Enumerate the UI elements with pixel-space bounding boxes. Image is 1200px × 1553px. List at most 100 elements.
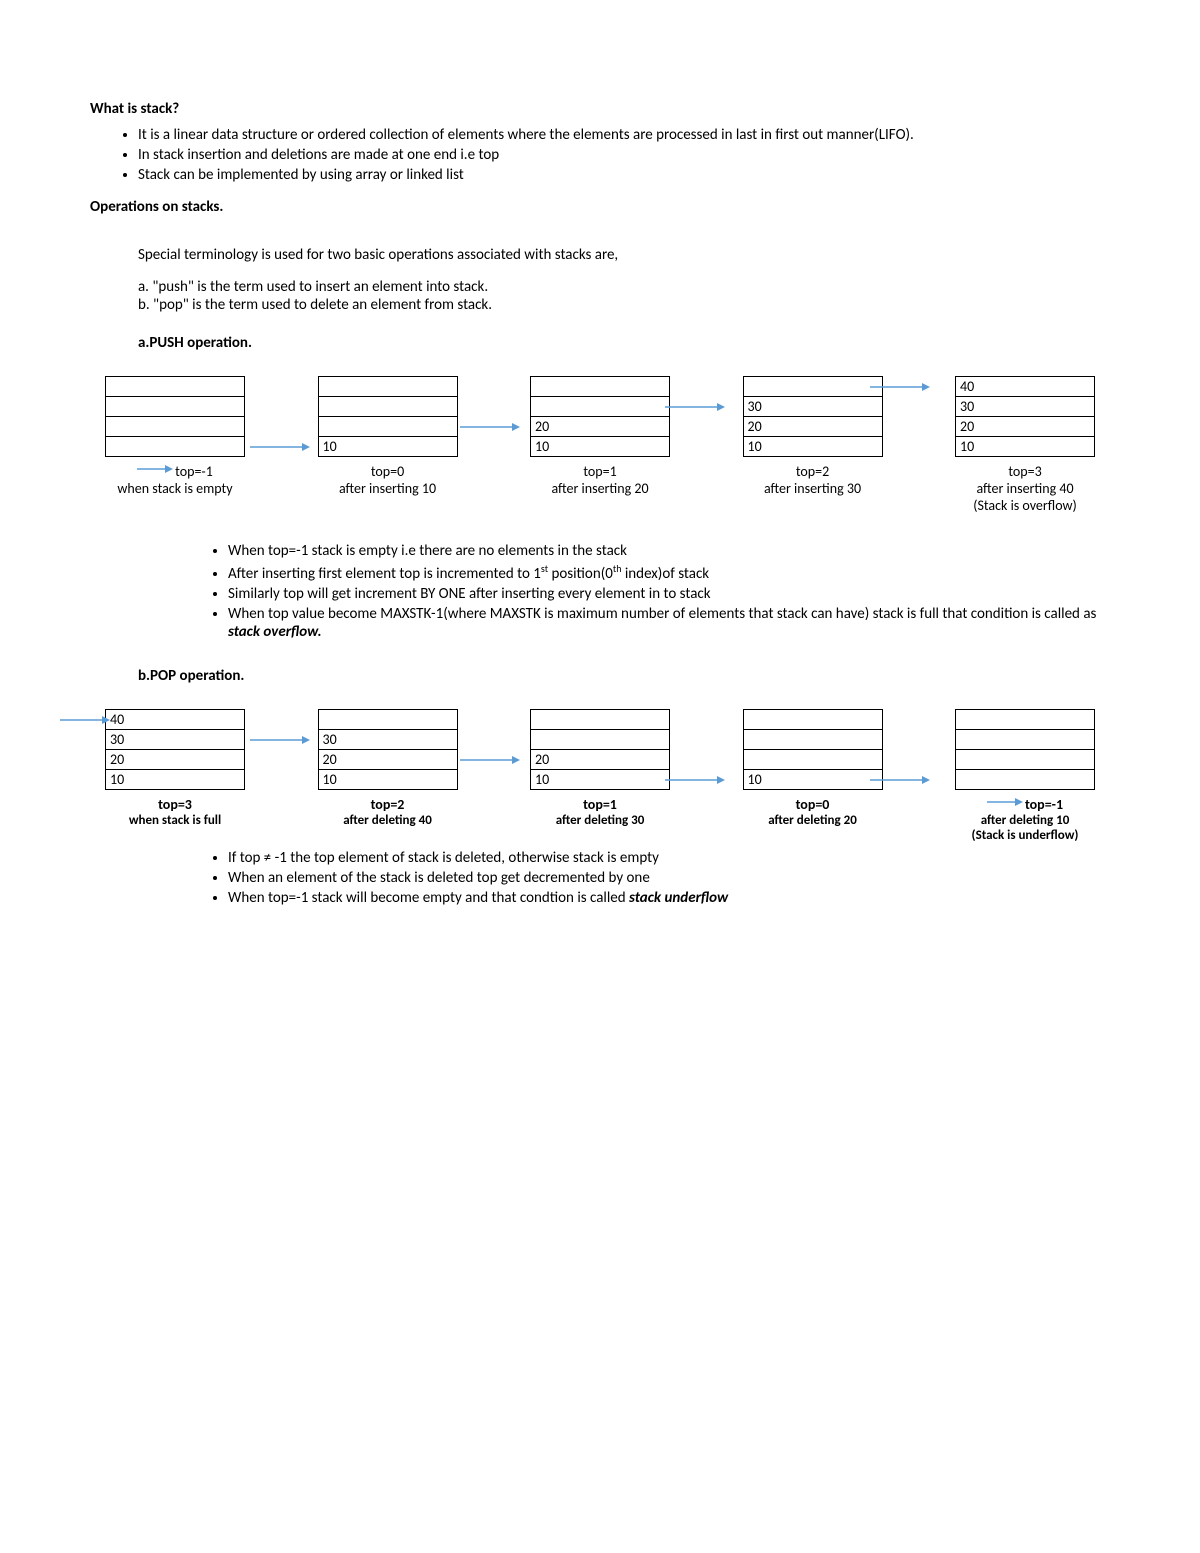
stack-box (105, 376, 245, 457)
stack-top-caption-wrap: top=-1 (987, 794, 1063, 813)
push-note: When top value become MAXSTK-1(where MAX… (228, 605, 1110, 641)
stack-top-label: top=-1 (1025, 796, 1063, 813)
pop-diagram-row: 40302010top=3when stack is full302010top… (90, 709, 1110, 843)
stack-cell (318, 397, 457, 417)
stack-cell (531, 730, 670, 750)
stack-cell: 10 (743, 437, 882, 457)
stack-cell: 20 (531, 417, 670, 437)
stack-extra-caption: (Stack is overflow) (973, 497, 1077, 514)
stack-cell (743, 750, 882, 770)
stack-top-label: top=0 (371, 463, 404, 480)
stack-top-label: top=0 (796, 796, 830, 813)
stack-cell (743, 377, 882, 397)
stack-box: 10 (318, 376, 458, 457)
stack-cell (531, 710, 670, 730)
push-diagram-row: top=-1when stack is empty10top=0after in… (90, 376, 1110, 514)
stack-top-caption-wrap: top=1 (583, 461, 616, 480)
stack-box: 40302010 (105, 709, 245, 790)
push-note: Similarly top will get increment BY ONE … (228, 585, 1110, 603)
stack-cell: 30 (318, 730, 457, 750)
stack-caption: after inserting 30 (764, 480, 861, 497)
stack-cell (956, 770, 1095, 790)
stack-cell: 10 (531, 770, 670, 790)
heading-operations: Operations on stacks. (90, 198, 1110, 216)
stack-cell: 30 (106, 730, 245, 750)
stack-cell (531, 397, 670, 417)
stack-top-caption-wrap: top=3 (1008, 461, 1041, 480)
stack-cell: 10 (318, 770, 457, 790)
push-note: After inserting first element top is inc… (228, 562, 1110, 583)
heading-what-is-stack: What is stack? (90, 100, 1110, 118)
stack-caption: after inserting 10 (339, 480, 436, 497)
stack-top-label: top=1 (583, 796, 617, 813)
ops-push-def: a. "push" is the term used to insert an … (138, 278, 1110, 296)
intro-bullet: It is a linear data structure or ordered… (138, 126, 1110, 144)
push-note: When top=-1 stack is empty i.e there are… (228, 542, 1110, 560)
pop-note: When top=-1 stack will become empty and … (228, 889, 1110, 907)
stack-cell (956, 750, 1095, 770)
stack-cell (106, 417, 245, 437)
stack-cell (956, 710, 1095, 730)
stack-caption: after inserting 40 (976, 480, 1073, 497)
stack-top-caption-wrap: top=0 (796, 794, 830, 813)
stack-box: 2010 (530, 376, 670, 457)
ops-pop-def: b. "pop" is the term used to delete an e… (138, 296, 1110, 314)
stack-column: 2010 top=1after deleting 30 (515, 709, 685, 828)
stack-cell: 30 (956, 397, 1095, 417)
intro-bullet: Stack can be implemented by using array … (138, 166, 1110, 184)
stack-cell (318, 377, 457, 397)
arrow-icon (137, 462, 173, 480)
stack-cell (743, 730, 882, 750)
stack-top-caption-wrap: top=3 (158, 794, 192, 813)
stack-cell (106, 437, 245, 457)
stack-caption: after deleting 30 (556, 813, 645, 828)
stack-cell: 10 (531, 437, 670, 457)
stack-caption: when stack is empty (117, 480, 232, 497)
stack-caption: after deleting 20 (768, 813, 857, 828)
pop-note: When an element of the stack is deleted … (228, 869, 1110, 887)
stack-cell: 10 (318, 437, 457, 457)
stack-caption: when stack is full (129, 813, 221, 828)
stack-caption: after deleting 40 (343, 813, 432, 828)
stack-column: 302010 top=2after deleting 40 (303, 709, 473, 828)
stack-box: 302010 (743, 376, 883, 457)
stack-cell: 20 (318, 750, 457, 770)
stack-top-caption-wrap: top=-1 (137, 461, 213, 480)
stack-cell (106, 397, 245, 417)
stack-top-caption-wrap: top=1 (583, 794, 617, 813)
stack-cell: 20 (531, 750, 670, 770)
push-heading: a.PUSH operation. (138, 334, 1110, 352)
pop-notes: If top ≠ -1 the top element of stack is … (210, 849, 1110, 907)
stack-column: top=-1when stack is empty (90, 376, 260, 497)
stack-top-label: top=1 (583, 463, 616, 480)
arrow-icon (987, 795, 1023, 813)
stack-cell (318, 710, 457, 730)
stack-extra-caption: (Stack is underflow) (972, 828, 1079, 843)
stack-column: 2010 top=1after inserting 20 (515, 376, 685, 497)
pop-heading: b.POP operation. (138, 667, 1110, 685)
stack-column: 302010 top=2after inserting 30 (728, 376, 898, 497)
stack-top-label: top=2 (371, 796, 405, 813)
stack-cell (106, 377, 245, 397)
stack-cell: 20 (106, 750, 245, 770)
stack-column: 40302010top=3after inserting 40(Stack is… (940, 376, 1110, 514)
stack-top-label: top=3 (158, 796, 192, 813)
stack-cell: 10 (956, 437, 1095, 457)
stack-column: top=-1after deleting 10(Stack is underfl… (940, 709, 1110, 843)
stack-box: 2010 (530, 709, 670, 790)
stack-cell: 10 (106, 770, 245, 790)
stack-top-caption-wrap: top=2 (796, 461, 829, 480)
stack-cell: 10 (743, 770, 882, 790)
stack-box: 302010 (318, 709, 458, 790)
stack-top-caption-wrap: top=0 (371, 461, 404, 480)
stack-cell (743, 710, 882, 730)
intro-bullet: In stack insertion and deletions are mad… (138, 146, 1110, 164)
stack-column: 10 top=0after deleting 20 (728, 709, 898, 828)
stack-caption: after inserting 20 (551, 480, 648, 497)
stack-cell: 40 (956, 377, 1095, 397)
stack-column: 10 top=0after inserting 10 (303, 376, 473, 497)
stack-top-label: top=-1 (175, 463, 213, 480)
stack-cell (531, 377, 670, 397)
stack-cell: 30 (743, 397, 882, 417)
stack-box (955, 709, 1095, 790)
